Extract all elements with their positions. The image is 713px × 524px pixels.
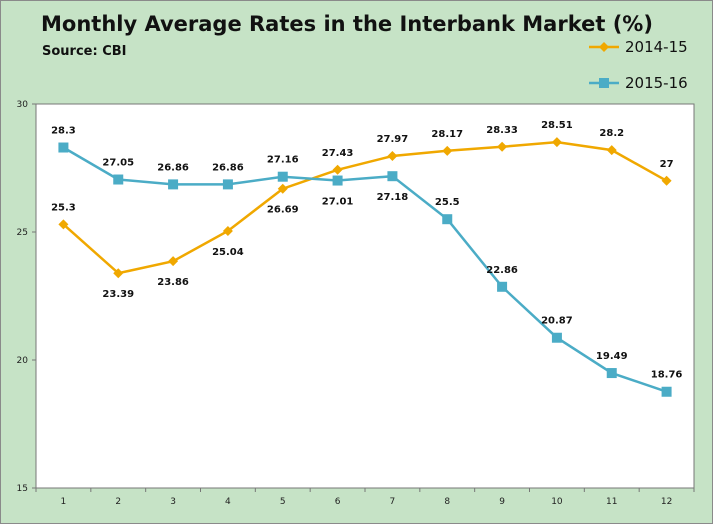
data-point <box>606 368 617 379</box>
plot-area <box>35 103 695 489</box>
series-line-2015-16 <box>62 146 668 393</box>
data-point <box>168 256 179 267</box>
data-point <box>332 175 343 186</box>
data-point <box>497 141 508 152</box>
chart-subtitle: Source: CBI <box>42 44 127 59</box>
data-point <box>387 171 398 182</box>
data-label: 26.86 <box>157 162 189 173</box>
data-point <box>551 137 562 148</box>
data-point <box>277 183 288 194</box>
data-label: 26.69 <box>267 205 299 216</box>
x-tick-label: 5 <box>280 497 286 507</box>
data-label: 27.01 <box>322 197 354 208</box>
x-tick-label: 1 <box>61 497 67 507</box>
data-point <box>387 150 398 161</box>
data-point <box>168 179 179 190</box>
x-tick-label: 4 <box>225 497 231 507</box>
x-tick-label: 7 <box>390 497 396 507</box>
data-point <box>661 175 672 186</box>
data-label: 25.04 <box>212 247 244 258</box>
data-point <box>661 386 672 397</box>
x-tick-label: 3 <box>170 497 176 507</box>
data-label: 27.18 <box>377 192 409 203</box>
x-tick-label: 6 <box>335 497 341 507</box>
data-point <box>442 214 453 225</box>
data-point <box>442 145 453 156</box>
data-point <box>113 268 124 279</box>
y-tick-label: 25 <box>17 228 28 238</box>
x-tick-label: 9 <box>499 497 505 507</box>
data-label: 27.43 <box>322 148 354 159</box>
data-label: 18.76 <box>651 370 683 381</box>
series-line-2014-15 <box>62 140 668 275</box>
legend-label: 2014-15 <box>625 38 688 56</box>
data-label: 23.86 <box>157 277 189 288</box>
data-point <box>332 164 343 175</box>
x-tick-label: 2 <box>115 497 121 507</box>
data-point <box>277 171 288 182</box>
y-tick-label: 20 <box>17 356 29 366</box>
data-point <box>606 145 617 156</box>
chart-title: Monthly Average Rates in the Interbank M… <box>41 12 653 36</box>
data-point <box>58 219 69 230</box>
data-point <box>222 225 233 236</box>
data-label: 27.16 <box>267 155 299 166</box>
y-tick-label: 15 <box>17 484 28 494</box>
data-point <box>222 179 233 190</box>
data-label: 28.51 <box>541 120 573 131</box>
x-tick-label: 12 <box>661 497 672 507</box>
data-label: 28.33 <box>486 125 518 136</box>
data-label: 26.86 <box>212 162 244 173</box>
legend-swatch <box>589 78 619 88</box>
legend-label: 2015-16 <box>625 74 688 92</box>
data-label: 28.17 <box>431 129 463 140</box>
y-tick-label: 30 <box>17 100 29 110</box>
data-label: 28.3 <box>51 126 76 137</box>
data-label: 25.5 <box>435 197 460 208</box>
data-point <box>497 281 508 292</box>
data-point <box>113 174 124 185</box>
legend-swatch <box>589 42 619 52</box>
data-point <box>58 142 69 153</box>
data-label: 27.97 <box>377 134 409 145</box>
data-label: 27 <box>660 159 674 170</box>
data-label: 20.87 <box>541 316 573 327</box>
x-tick-label: 10 <box>551 497 563 507</box>
x-tick-label: 8 <box>444 497 450 507</box>
data-label: 27.05 <box>102 158 134 169</box>
data-label: 23.39 <box>102 289 134 300</box>
data-label: 22.86 <box>486 265 518 276</box>
data-label: 25.3 <box>51 202 76 213</box>
data-point <box>551 332 562 343</box>
data-label: 28.2 <box>599 128 624 139</box>
data-label: 19.49 <box>596 351 628 362</box>
x-tick-label: 11 <box>606 497 617 507</box>
